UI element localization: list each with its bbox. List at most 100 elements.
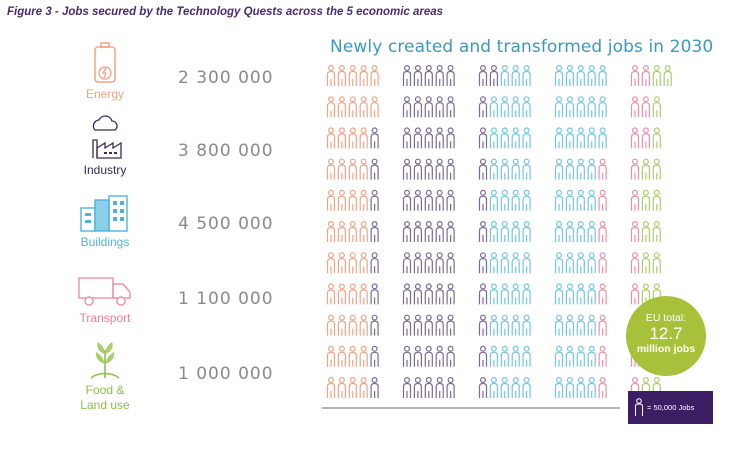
truck-icon [78, 277, 131, 306]
person-mark-buildings [587, 189, 596, 211]
person-mark-buildings [576, 376, 585, 398]
person-mark-industry [446, 64, 455, 86]
person-mark-buildings [554, 283, 564, 305]
person-mark-industry [435, 96, 444, 118]
person-mark-buildings [576, 158, 585, 180]
person-mark-buildings [587, 127, 596, 149]
person-mark-industry [424, 314, 433, 336]
person-mark-industry [478, 252, 488, 274]
person-mark-energy [348, 220, 357, 242]
person-mark-energy [359, 64, 368, 86]
person-mark-buildings [565, 376, 575, 398]
person-mark-energy [337, 220, 346, 242]
person-mark-food-land-use [652, 127, 661, 149]
figure-title: Figure 3 - Jobs secured by the Technolog… [7, 6, 444, 18]
person-mark-buildings [500, 314, 509, 336]
person-mark-buildings [489, 96, 498, 118]
person-mark-energy [348, 283, 357, 305]
buildings-icon [80, 195, 128, 232]
person-mark-buildings [511, 127, 520, 149]
person-mark-industry [413, 158, 422, 180]
person-mark-transport [598, 345, 607, 367]
person-mark-transport [630, 158, 640, 180]
person-mark-industry [402, 158, 412, 180]
person-mark-energy [326, 96, 336, 118]
person-mark-buildings [522, 314, 531, 336]
person-mark-energy [337, 158, 346, 180]
person-mark-industry [478, 345, 488, 367]
person-mark-industry [478, 220, 488, 242]
person-mark-industry [435, 252, 444, 274]
person-mark-industry [424, 127, 433, 149]
person-mark-industry [413, 314, 422, 336]
person-mark-food-land-use [652, 189, 661, 211]
person-mark-buildings [522, 96, 531, 118]
person-mark-buildings [511, 283, 520, 305]
person-mark-buildings [511, 345, 520, 367]
person-mark-buildings [576, 283, 585, 305]
person-mark-industry [402, 220, 412, 242]
person-mark-food-land-use [652, 220, 661, 242]
person-mark-buildings [500, 283, 509, 305]
person-mark-energy [359, 252, 368, 274]
person-mark-energy [337, 345, 346, 367]
person-mark-energy [337, 252, 346, 274]
person-mark-transport [598, 314, 607, 336]
person-mark-transport [641, 64, 651, 86]
person-mark-energy [337, 64, 346, 86]
person-mark-transport [630, 252, 640, 274]
sector-label: Industry [83, 163, 127, 177]
person-mark-industry [435, 283, 444, 305]
person-mark-energy [337, 376, 346, 398]
person-mark-buildings [598, 96, 607, 118]
person-mark-buildings [511, 314, 520, 336]
person-mark-industry [446, 283, 455, 305]
sector-value: 1 100 000 [178, 289, 274, 309]
person-mark-buildings [511, 376, 520, 398]
person-mark-transport [598, 283, 607, 305]
person-mark-energy [359, 345, 368, 367]
sector-transport: Transport [60, 274, 150, 326]
person-mark-buildings [554, 189, 564, 211]
person-mark-energy [348, 127, 357, 149]
person-mark-buildings [565, 345, 575, 367]
person-mark-food-land-use [652, 96, 661, 118]
person-mark-industry [435, 345, 444, 367]
person-mark-buildings [500, 345, 509, 367]
person-mark-industry [446, 252, 455, 274]
person-mark-buildings [565, 252, 575, 274]
person-mark-energy [359, 127, 368, 149]
sector-value: 3 800 000 [178, 141, 274, 161]
person-mark-transport [598, 376, 607, 398]
person-mark-buildings [565, 314, 575, 336]
person-mark-buildings [511, 189, 520, 211]
factory-icon [92, 115, 122, 159]
person-mark-buildings [587, 314, 596, 336]
person-mark-energy [359, 220, 368, 242]
person-mark-transport [598, 189, 607, 211]
person-mark-industry [435, 127, 444, 149]
person-mark-energy [370, 96, 379, 118]
person-mark-industry [424, 283, 433, 305]
person-mark-energy [337, 96, 346, 118]
wheat-icon [90, 342, 120, 379]
person-mark-buildings [500, 96, 509, 118]
person-mark-food-land-use [641, 220, 651, 242]
person-mark-industry [478, 376, 488, 398]
person-mark-energy [359, 189, 368, 211]
person-mark-industry [435, 220, 444, 242]
person-mark-buildings [576, 314, 585, 336]
person-mark-industry [413, 345, 422, 367]
person-mark-industry [446, 127, 455, 149]
person-mark-energy [370, 64, 379, 86]
person-mark-buildings [489, 189, 498, 211]
eu-total-value: 12.7 [649, 324, 683, 343]
person-mark-transport [641, 127, 651, 149]
sector-buildings: Buildings [60, 194, 150, 250]
person-mark-industry [370, 376, 379, 398]
person-mark-industry [370, 127, 379, 149]
person-mark-energy [348, 376, 357, 398]
person-mark-industry [478, 314, 488, 336]
person-mark-buildings [489, 376, 498, 398]
